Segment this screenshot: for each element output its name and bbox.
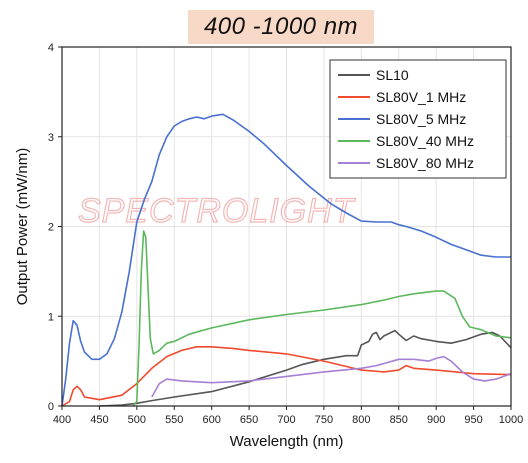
legend-label-3: SL80V_5 MHz bbox=[376, 111, 466, 127]
x-tick-label: 800 bbox=[352, 414, 370, 426]
x-tick-label: 750 bbox=[315, 414, 333, 426]
chart-title: 400 -1000 nm bbox=[203, 13, 359, 40]
y-tick-label: 2 bbox=[48, 222, 54, 234]
series-line-2 bbox=[61, 346, 512, 407]
x-tick-label: 550 bbox=[165, 414, 183, 426]
legend-label-4: SL80V_40 MHz bbox=[376, 133, 474, 149]
series-line-4 bbox=[132, 230, 512, 407]
x-tick-label: 450 bbox=[90, 414, 108, 426]
series-lines bbox=[61, 113, 512, 407]
x-tick-label: 500 bbox=[128, 414, 146, 426]
x-tick-label: 1000 bbox=[499, 414, 523, 426]
legend: SL10 SL80V_1 MHz SL80V_5 MHz SL80V_40 MHz SL… bbox=[329, 59, 507, 179]
axis-ticks: 400 450 500 550 600 650 700 750 800 850 900 950 1000… bbox=[48, 42, 523, 426]
y-tick-label: 1 bbox=[48, 311, 54, 323]
legend-label-2: SL80V_1 MHz bbox=[376, 89, 466, 105]
legend-label-5: SL80V_80 MHz bbox=[376, 155, 474, 171]
y-tick-label: 4 bbox=[48, 42, 54, 54]
x-tick-label: 950 bbox=[464, 414, 482, 426]
y-axis-title: Output Power (mW/nm) bbox=[14, 148, 31, 306]
x-tick-label: 850 bbox=[390, 414, 408, 426]
chart-title-box: 400 -1000 nm bbox=[188, 10, 374, 44]
x-tick-label: 700 bbox=[277, 414, 295, 426]
series-line-3 bbox=[61, 113, 511, 407]
watermark: SPECTROLIGHT bbox=[78, 192, 356, 230]
x-tick-label: 900 bbox=[427, 414, 445, 426]
y-tick-label: 3 bbox=[48, 132, 54, 144]
legend-label-1: SL10 bbox=[376, 67, 409, 83]
y-tick-label: 0 bbox=[48, 401, 54, 413]
x-tick-label: 600 bbox=[202, 414, 220, 426]
x-tick-label: 400 bbox=[53, 414, 71, 426]
series-line-1 bbox=[99, 329, 512, 407]
x-tick-label: 650 bbox=[240, 414, 258, 426]
x-axis-title: Wavelength (nm) bbox=[230, 433, 344, 450]
series-line-5 bbox=[151, 355, 512, 398]
